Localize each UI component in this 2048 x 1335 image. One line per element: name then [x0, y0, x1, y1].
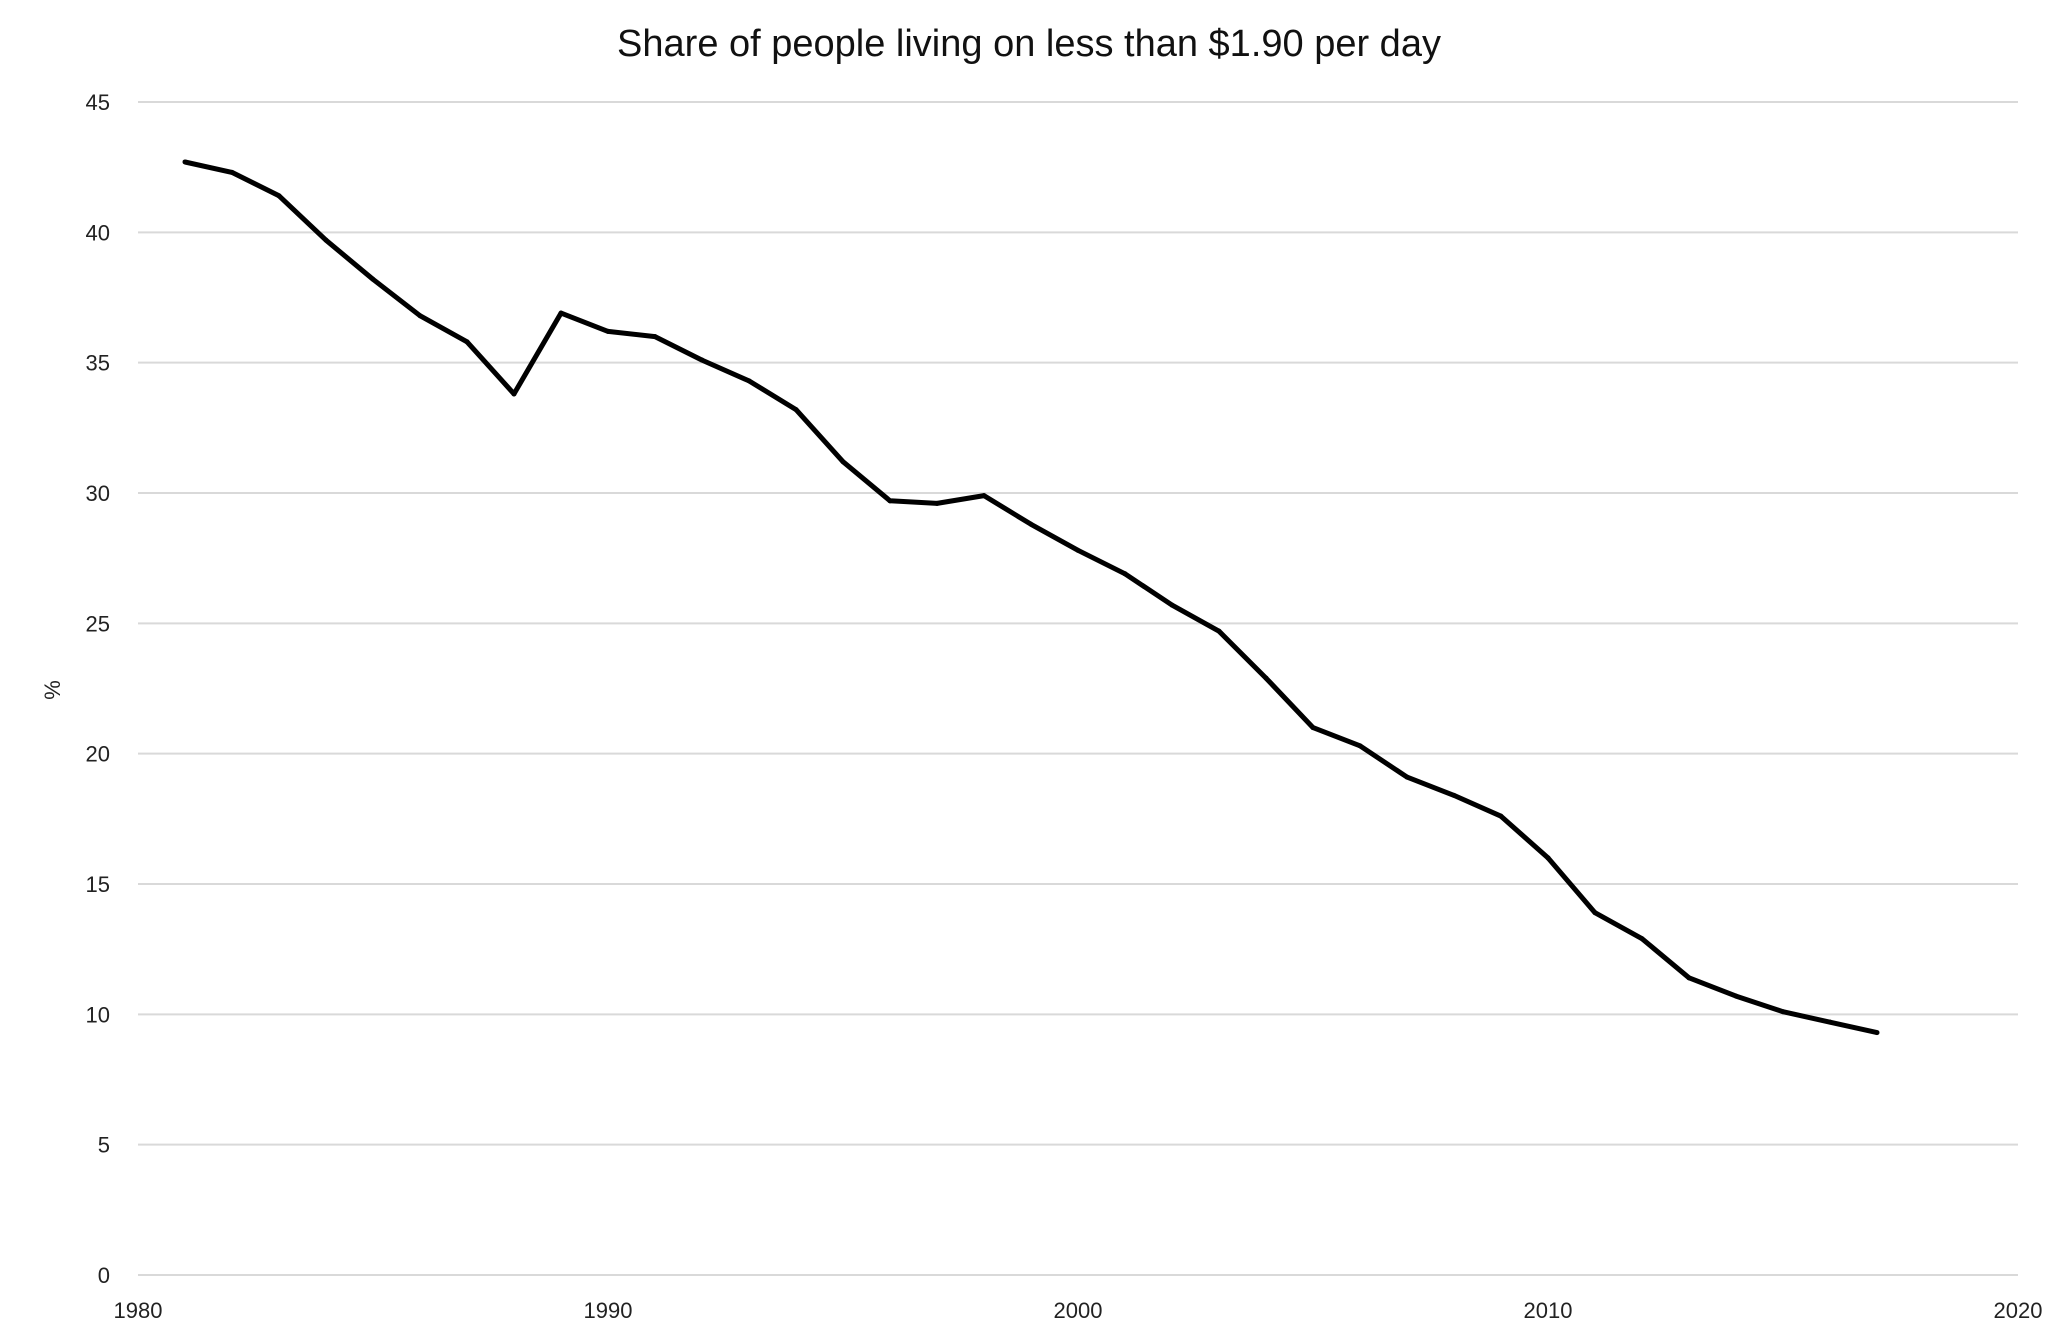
data-point: [887, 498, 893, 504]
data-point: [1028, 521, 1034, 527]
data-point: [840, 459, 846, 465]
y-tick-label: 30: [86, 481, 110, 506]
data-point: [699, 357, 705, 363]
data-point: [229, 169, 235, 175]
series-line: [184, 159, 1878, 1036]
data-point: [323, 237, 329, 243]
data-point: [981, 493, 987, 499]
data-point: [1263, 675, 1269, 681]
data-point: [417, 313, 423, 319]
data-point: [558, 310, 564, 316]
data-point: [1733, 993, 1739, 999]
x-tick-label: 2020: [1994, 1298, 2043, 1323]
x-tick-label: 2000: [1054, 1298, 1103, 1323]
data-point: [1075, 547, 1081, 553]
data-point: [276, 193, 282, 199]
data-point: [934, 500, 940, 506]
data-point: [1310, 725, 1316, 731]
data-point: [1686, 975, 1692, 981]
data-point: [1169, 602, 1175, 608]
data-point: [1451, 792, 1457, 798]
x-tick-label: 2010: [1524, 1298, 1573, 1323]
data-point: [605, 328, 611, 334]
y-tick-label: 20: [86, 742, 110, 767]
data-point: [746, 378, 752, 384]
data-point: [1498, 813, 1504, 819]
data-point: [511, 391, 517, 397]
data-point: [652, 334, 658, 340]
data-point: [1216, 628, 1222, 634]
y-tick-label: 45: [86, 90, 110, 115]
data-point: [1592, 910, 1598, 916]
data-point: [1639, 936, 1645, 942]
y-tick-label: 10: [86, 1002, 110, 1027]
y-tick-label: 35: [86, 351, 110, 376]
data-point: [1874, 1030, 1880, 1036]
y-tick-label: 5: [98, 1133, 110, 1158]
data-point: [370, 276, 376, 282]
y-tick-label: 0: [98, 1263, 110, 1288]
y-tick-label: 15: [86, 872, 110, 897]
y-tick-label: 40: [86, 220, 110, 245]
data-point: [464, 339, 470, 345]
x-tick-label: 1990: [584, 1298, 633, 1323]
data-point: [793, 407, 799, 413]
data-point: [182, 159, 188, 165]
data-point: [1357, 743, 1363, 749]
data-point: [1122, 571, 1128, 577]
data-point: [1545, 855, 1551, 861]
y-axis-label: %: [40, 680, 65, 700]
data-point: [1780, 1009, 1786, 1015]
x-tick-label: 1980: [114, 1298, 163, 1323]
y-tick-label: 25: [86, 611, 110, 636]
data-point: [1404, 774, 1410, 780]
data-point: [1827, 1019, 1833, 1025]
chart-title: Share of people living on less than $1.9…: [617, 23, 1441, 65]
